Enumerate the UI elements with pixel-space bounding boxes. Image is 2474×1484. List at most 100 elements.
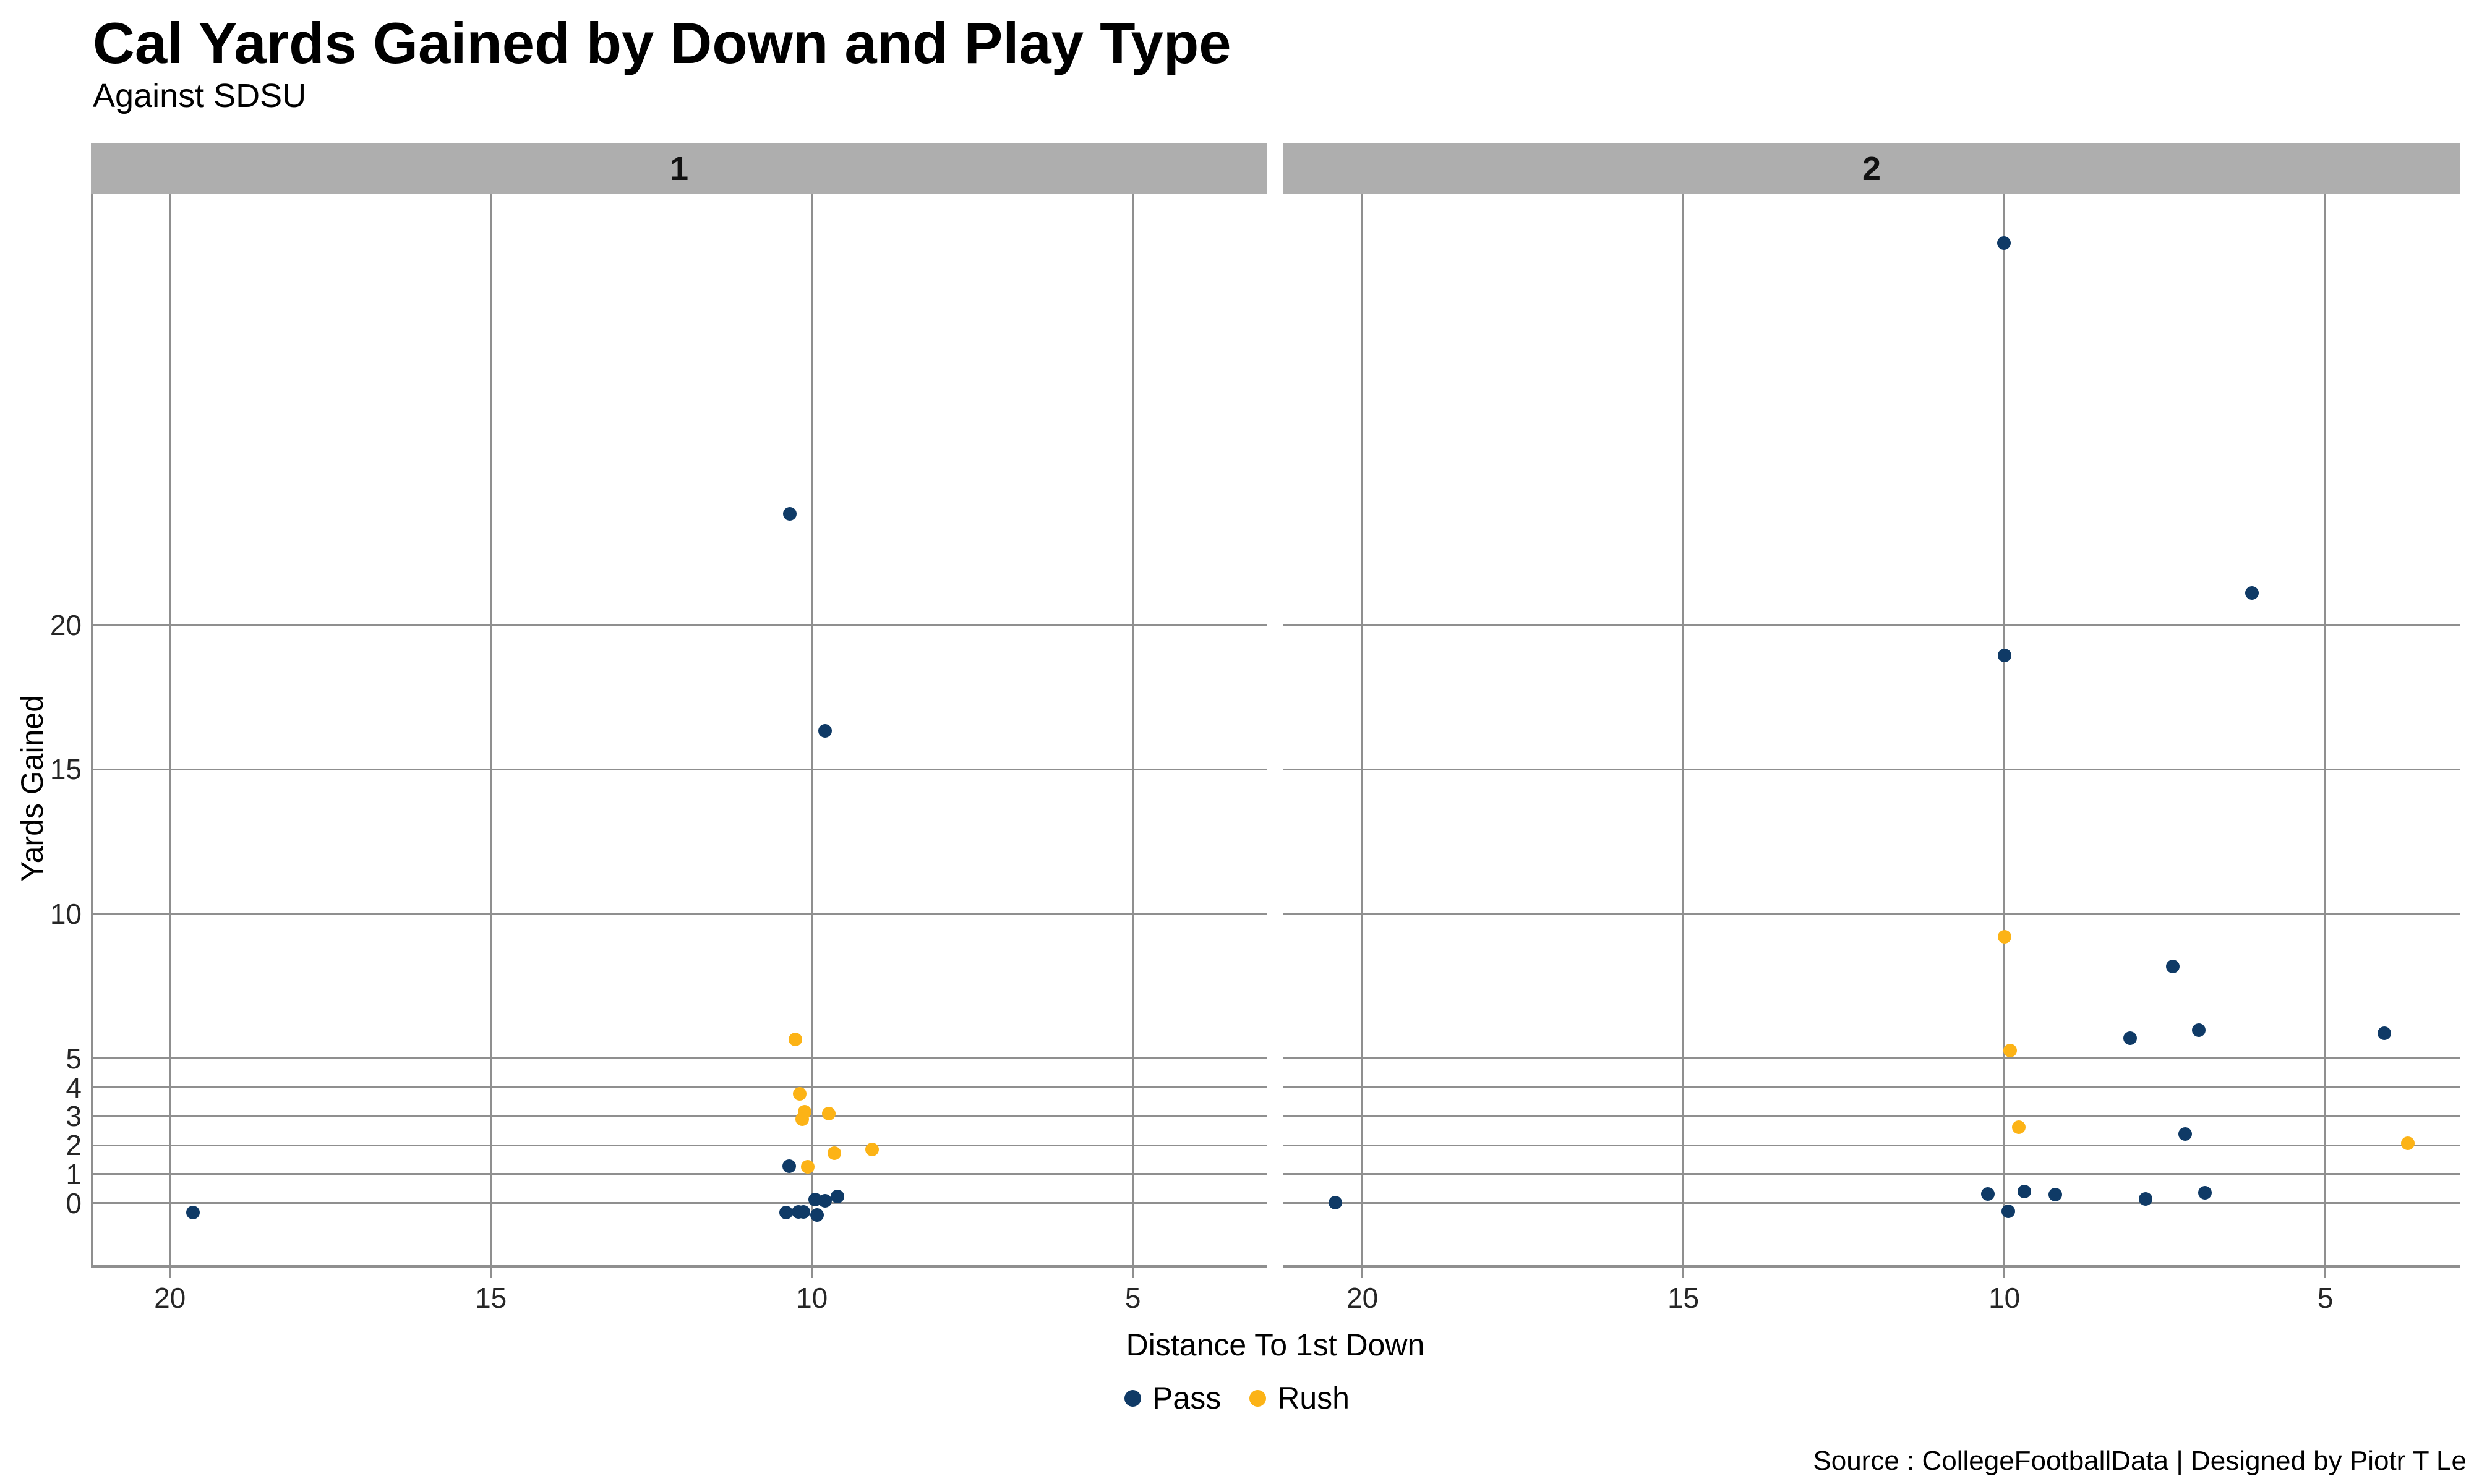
data-point-rush [801, 1160, 815, 1174]
y-tick-label: 20 [49, 608, 82, 641]
data-point-pass [797, 1205, 811, 1219]
data-point-pass [808, 1193, 822, 1207]
x-axis-line [91, 1265, 1267, 1268]
facet-strip-label: 1 [669, 150, 689, 187]
data-point-pass [2017, 1185, 2031, 1199]
data-point-rush [2003, 1044, 2018, 1058]
y-gridline [1283, 1057, 2460, 1060]
legend: Pass Rush [0, 1380, 2474, 1416]
y-tick-label: 3 [66, 1100, 82, 1133]
y-tick-label: 5 [66, 1042, 82, 1075]
y-gridline [1283, 1144, 2460, 1146]
y-gridline [91, 1173, 1267, 1175]
y-gridline [1283, 913, 2460, 915]
x-tick-label: 10 [1988, 1282, 2021, 1314]
facet-strip: 2 [1283, 143, 2460, 194]
x-gridline [1682, 194, 1685, 1265]
legend-label: Pass [1152, 1381, 1222, 1415]
y-tick-label: 0 [66, 1187, 82, 1219]
y-gridline [1283, 1173, 2460, 1175]
x-gridline [2003, 194, 2006, 1265]
data-point-pass [2165, 960, 2180, 974]
y-axis-line [91, 194, 93, 1268]
x-axis-tick [811, 1268, 813, 1278]
facet-panel [1283, 194, 2460, 1265]
data-point-pass [2245, 586, 2259, 600]
data-point-pass [2048, 1187, 2062, 1201]
data-point-pass [2123, 1031, 2138, 1046]
legend-dot-pass [1124, 1389, 1142, 1407]
y-gridline [91, 1115, 1267, 1117]
data-point-rush [1997, 930, 2011, 944]
x-gridline [1361, 194, 1364, 1265]
x-axis-title: Distance To 1st Down [1126, 1328, 1425, 1362]
legend-entry-rush: Rush [1249, 1380, 1350, 1416]
y-axis-title: Yards Gained [15, 694, 49, 882]
facet-strip-label: 2 [1862, 150, 1881, 187]
x-axis-tick [490, 1268, 492, 1278]
data-point-rush [788, 1032, 802, 1046]
x-tick-label: 5 [1124, 1282, 1141, 1314]
x-axis-tick [2003, 1268, 2006, 1278]
y-tick-label: 2 [66, 1129, 82, 1162]
data-point-pass [2139, 1192, 2153, 1206]
y-tick-label: 1 [66, 1158, 82, 1190]
x-axis-tick [1682, 1268, 1685, 1278]
y-gridline [1283, 1202, 2460, 1205]
x-axis-tick [1361, 1268, 1364, 1278]
x-gridline [1132, 194, 1134, 1265]
y-tick-label: 4 [66, 1071, 82, 1104]
data-point-pass [783, 506, 797, 521]
y-gridline [91, 768, 1267, 770]
legend-dot-rush [1249, 1389, 1267, 1407]
x-gridline [2324, 194, 2327, 1265]
x-gridline [490, 194, 492, 1265]
y-gridline [91, 1202, 1267, 1205]
x-gridline [169, 194, 171, 1265]
x-tick-label: 5 [2317, 1282, 2334, 1314]
x-tick-label: 20 [1346, 1282, 1379, 1314]
facet-strip: 1 [91, 143, 1267, 194]
chart-caption: Source : CollegeFootballData | Designed … [1813, 1446, 2467, 1476]
data-point-rush [821, 1107, 836, 1121]
legend-label: Rush [1277, 1381, 1350, 1415]
data-point-pass [1980, 1187, 1995, 1201]
y-gridline [1283, 1115, 2460, 1117]
data-point-pass [810, 1208, 824, 1222]
x-tick-label: 20 [154, 1282, 186, 1314]
chart-title: Cal Yards Gained by Down and Play Type [93, 11, 1231, 75]
x-axis-tick [1132, 1268, 1134, 1278]
chart-subtitle: Against SDSU [93, 77, 307, 114]
data-point-pass [818, 724, 833, 738]
data-point-pass [1329, 1196, 1343, 1210]
data-point-pass [2001, 1205, 2015, 1219]
data-point-pass [779, 1205, 794, 1219]
data-point-rush [865, 1142, 880, 1156]
data-point-pass [782, 1159, 797, 1173]
data-point-pass [1997, 648, 2011, 662]
data-point-pass [2178, 1127, 2193, 1141]
y-tick-label: 10 [49, 898, 82, 931]
legend-entry-pass: Pass [1124, 1380, 1221, 1416]
x-tick-label: 15 [475, 1282, 507, 1314]
data-point-rush [795, 1112, 810, 1127]
data-point-rush [828, 1146, 841, 1160]
y-tick-label: 15 [49, 753, 82, 786]
x-axis-tick [2324, 1268, 2327, 1278]
facet-panel [91, 194, 1267, 1265]
y-gridline [91, 624, 1267, 626]
data-point-pass [186, 1206, 200, 1219]
data-point-pass [2378, 1026, 2392, 1040]
y-gridline [1283, 1086, 2460, 1089]
x-axis-line [1283, 1265, 2460, 1268]
y-gridline [91, 1144, 1267, 1146]
y-gridline [91, 1057, 1267, 1060]
y-gridline [91, 913, 1267, 915]
x-gridline [811, 194, 813, 1265]
x-axis-tick [169, 1268, 171, 1278]
x-tick-label: 10 [796, 1282, 828, 1314]
y-gridline [91, 1086, 1267, 1089]
y-gridline [1283, 768, 2460, 770]
data-point-rush [2011, 1120, 2026, 1135]
